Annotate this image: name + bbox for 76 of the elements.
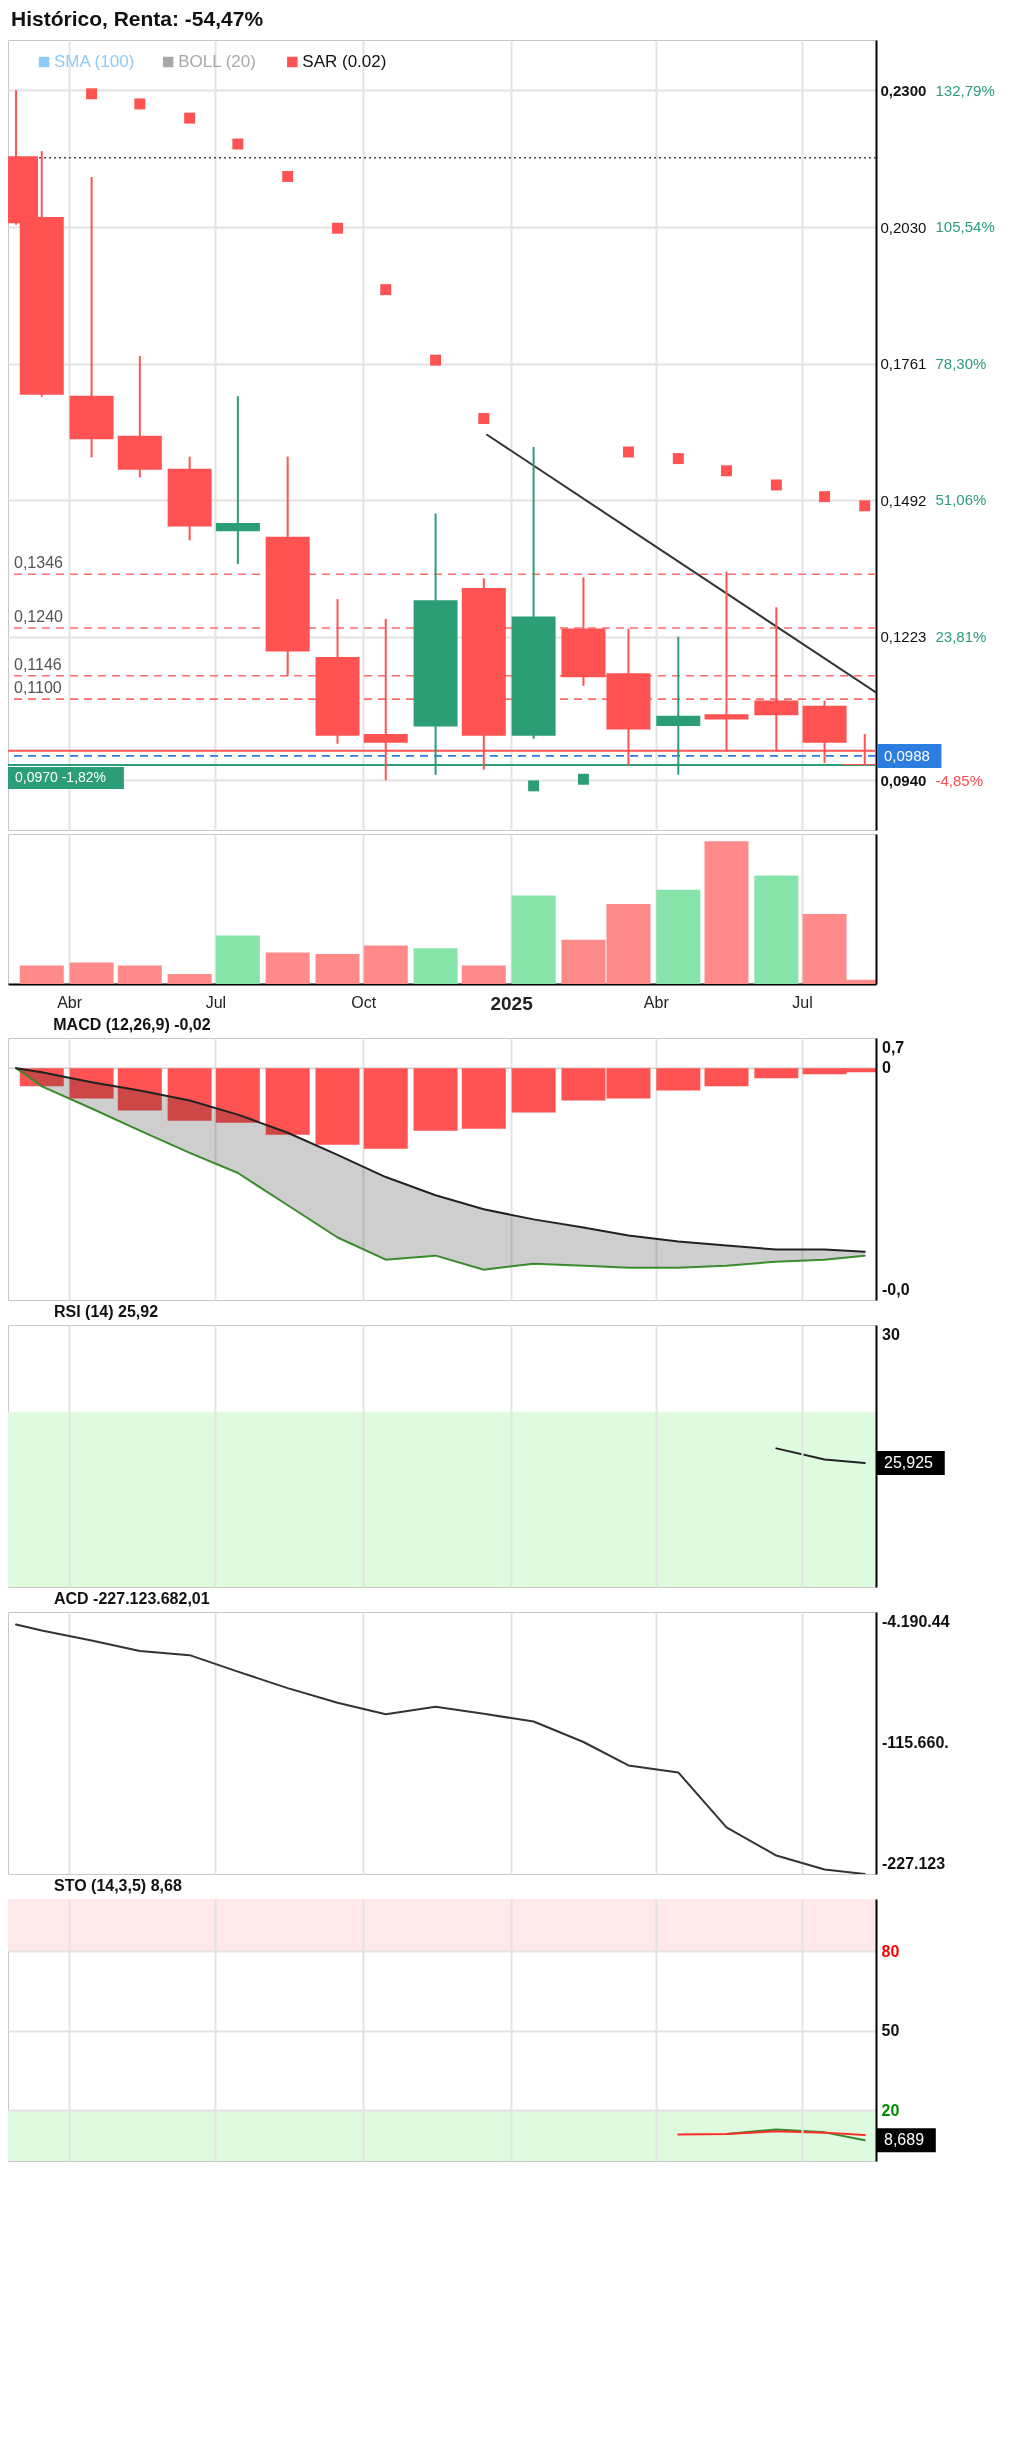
annotation: 25,925	[884, 1453, 934, 1471]
y2-tick-label: 105,54%	[935, 218, 995, 236]
ref-line-label: 0,0970 -1,82%	[15, 769, 107, 786]
point	[134, 98, 146, 110]
text: 30	[882, 1326, 900, 1343]
x-tick-label: Jul	[792, 993, 813, 1011]
chart-title: ACD -227.123.682,01	[54, 1590, 210, 1607]
y2-tick-label: 51,06%	[935, 491, 987, 509]
bar	[117, 965, 162, 984]
point	[332, 222, 343, 234]
bar	[167, 974, 212, 984]
y2-tick-label: 78,30%	[935, 354, 987, 372]
y-tick-label: 0,0940	[880, 771, 927, 789]
point	[672, 453, 684, 465]
bar	[461, 965, 506, 984]
point	[86, 88, 98, 100]
bar	[656, 889, 701, 984]
y-tick-label: 80	[881, 1942, 900, 1960]
bar	[754, 875, 799, 984]
y-tick-label: 20	[881, 2101, 900, 2119]
text: -4.190.44	[882, 1613, 950, 1630]
y-tick-label: 0,1492	[880, 491, 927, 509]
text: 0,7	[882, 1039, 905, 1056]
point	[721, 465, 732, 477]
y2-tick-label: 132,79%	[935, 81, 995, 99]
point	[282, 171, 294, 182]
x-tick-label: Abr	[643, 993, 670, 1011]
bar	[215, 935, 260, 984]
bar	[265, 952, 310, 984]
x-tick-label: 2025	[490, 992, 534, 1014]
point	[232, 138, 244, 150]
point	[184, 112, 196, 124]
bar	[315, 954, 360, 984]
point	[770, 479, 782, 491]
point	[430, 354, 442, 366]
chart-title: MACD (12,26,9) -0,02	[53, 1016, 211, 1033]
x-tick-label: Jul	[205, 993, 227, 1011]
bar	[511, 895, 556, 984]
y-tick-label: 0,1223	[880, 628, 927, 646]
ref-line-label: 0,1100	[14, 679, 62, 697]
bar	[363, 945, 408, 984]
chart-title: STO (14,3,5) 8,68	[54, 1877, 182, 1894]
ref-line-label: 0,1346	[14, 554, 64, 572]
y2-tick-label: 23,81%	[935, 628, 987, 646]
annotation: 0	[882, 1059, 891, 1077]
legend-label: BOLL (20)	[178, 52, 256, 71]
y2-tick-label: -4,85%	[935, 771, 984, 789]
chart-title: Histórico, Renta: -54,47%	[11, 7, 264, 30]
annotation: 8,689	[884, 2131, 925, 2149]
legend-label: SMA (100)	[54, 52, 135, 71]
y-tick-label: 50	[881, 2022, 900, 2040]
x-tick-label: Abr	[57, 993, 83, 1011]
ref-line-label: 0,1240	[14, 608, 64, 626]
point	[380, 284, 392, 296]
point	[478, 413, 490, 424]
text: -227.123	[882, 1855, 946, 1872]
point	[819, 491, 831, 503]
bar	[704, 841, 749, 984]
bar	[69, 962, 114, 984]
point	[528, 780, 540, 792]
y-tick-label: 0,2030	[880, 218, 927, 236]
y-tick-label: 0,1761	[880, 355, 927, 373]
point	[577, 773, 589, 785]
text: -115.660.	[882, 1734, 949, 1751]
bar	[413, 948, 458, 984]
legend-label: SAR (0.02)	[302, 52, 387, 71]
ref-line-label: 0,1146	[14, 655, 62, 673]
point	[622, 446, 634, 458]
bar	[19, 965, 64, 984]
text: -0,0	[882, 1281, 910, 1298]
candlestick	[215, 395, 260, 566]
ref-line-label: 0,0988	[884, 746, 930, 764]
x-tick-label: Oct	[351, 993, 377, 1011]
point	[859, 500, 871, 512]
y-tick-label: 0,2300	[880, 81, 927, 99]
chart-title: RSI (14) 25,92	[54, 1303, 159, 1320]
